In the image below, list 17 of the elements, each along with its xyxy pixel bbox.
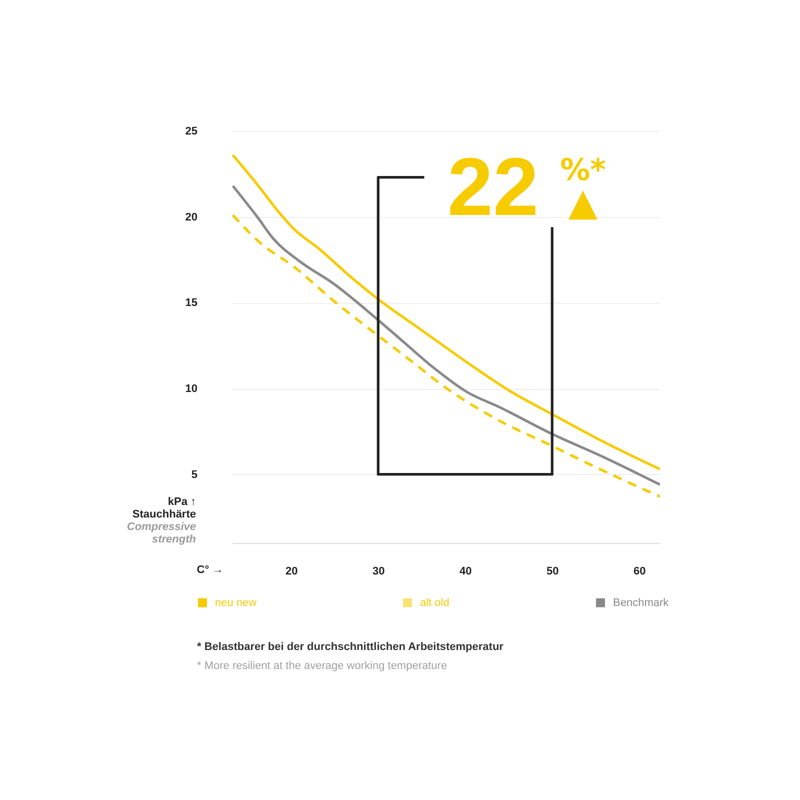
legend-label: neu new [215, 596, 257, 609]
x-tick-label: 40 [460, 566, 472, 578]
text: * Belastbarer bei der durchschnittlichen Arbeitstemperatur [197, 641, 504, 653]
text: * More resilient at the average working temperature [197, 660, 448, 672]
y-tick-label: 15 [185, 297, 198, 310]
x-tick-label: 30 [372, 566, 385, 578]
y-tick-label: 10 [185, 383, 198, 395]
y-tick-label: 25 [185, 126, 198, 138]
x-axis-title: C° → [196, 564, 224, 576]
y-tick-label: 20 [185, 211, 198, 224]
y-tick-label: 5 [191, 468, 198, 481]
x-tick-label: 60 [633, 566, 646, 578]
x-tick-label: 20 [286, 566, 298, 578]
legend-label: alt old [420, 596, 450, 609]
legend-label: Benchmark [613, 596, 670, 609]
x-tick-label: 50 [546, 566, 559, 578]
y-axis-title: kPa ↑ Stauchhärte Compressive strength [126, 496, 196, 546]
